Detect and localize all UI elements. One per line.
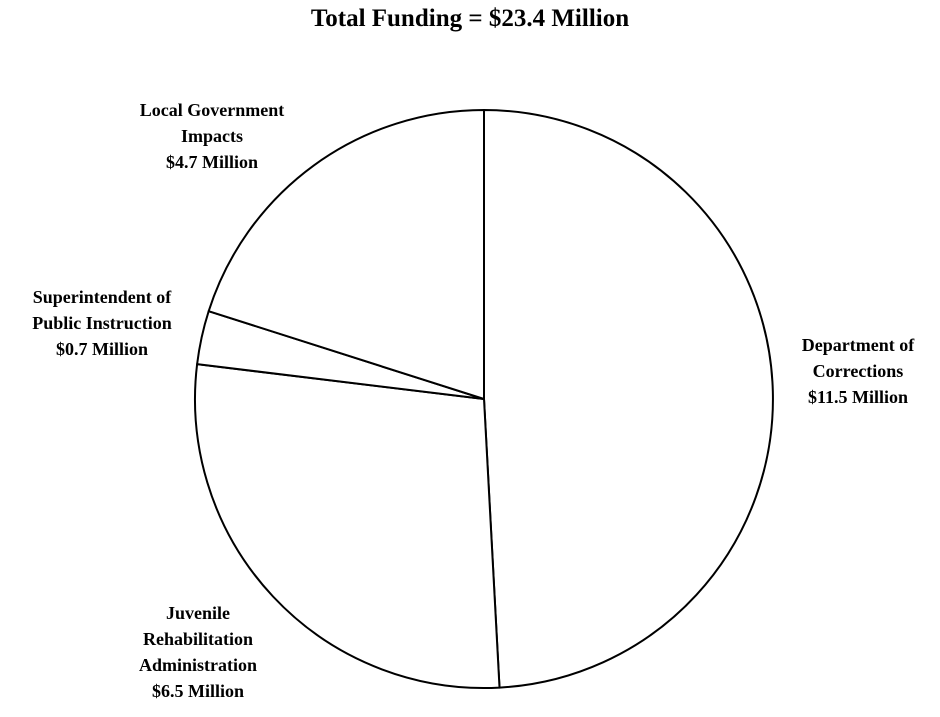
chart-title: Total Funding = $23.4 Million	[310, 5, 630, 32]
label-line: Rehabilitation	[142, 629, 253, 649]
label-value: $0.7 Million	[55, 339, 148, 359]
label-line: Juvenile	[165, 603, 230, 623]
label-line: Corrections	[812, 361, 904, 381]
pie-slice-department-of-corrections	[483, 109, 774, 689]
label-value: $11.5 Million	[807, 387, 908, 407]
label-local-government-impacts: Local Government Impacts $4.7 Million	[112, 97, 312, 175]
label-value: $4.7 Million	[165, 152, 258, 172]
label-line: Administration	[138, 655, 257, 675]
label-line: Public Instruction	[32, 313, 172, 333]
label-juvenile-rehabilitation-administration: Juvenile Rehabilitation Administration $…	[118, 600, 278, 704]
pie-slice-juvenile-rehabilitation-administration	[194, 363, 501, 689]
label-line: Department of	[801, 335, 915, 355]
label-value: $6.5 Million	[151, 681, 244, 701]
pie-slice-local-government-impacts	[207, 109, 485, 400]
label-line: Local Government	[139, 100, 285, 120]
label-line: Impacts	[181, 126, 243, 146]
label-superintendent-of-public-instruction: Superintendent of Public Instruction $0.…	[2, 284, 202, 362]
label-line: Superintendent of	[32, 287, 172, 307]
label-department-of-corrections: Department of Corrections $11.5 Million	[778, 332, 938, 410]
